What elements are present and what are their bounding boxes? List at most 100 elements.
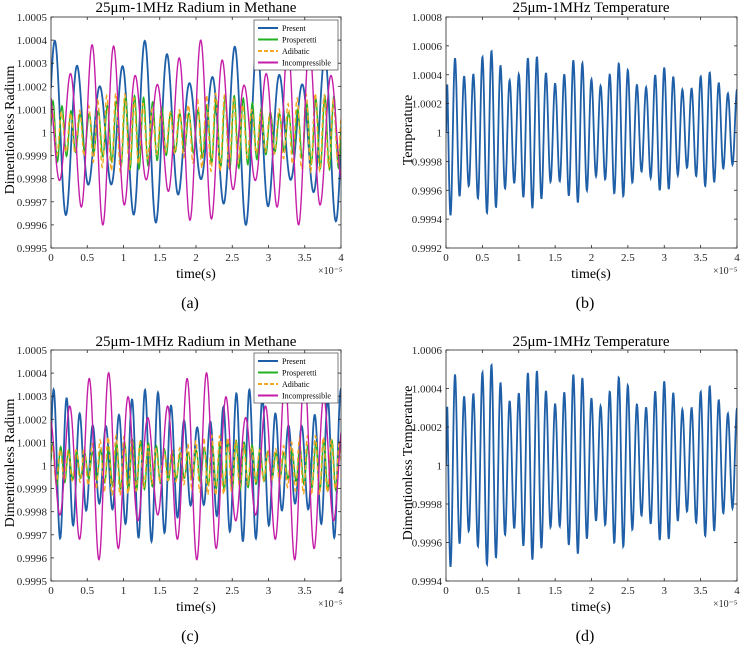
y-tick-label: 0.9997 [17, 197, 48, 209]
y-tick-label: 1.0004 [17, 368, 48, 380]
x-tick-label: 3 [266, 252, 272, 264]
x-tick-label: 3.5 [298, 585, 312, 597]
x-tick-label: 1.5 [153, 585, 167, 597]
x-tick-label: 0 [443, 252, 449, 264]
x-tick-label: 1 [516, 252, 522, 264]
x-tick-label: 3 [662, 585, 668, 597]
y-tick-label: 1 [42, 461, 48, 473]
x-tick-label: 4 [338, 585, 344, 597]
y-tick-label: 1.0008 [412, 12, 443, 24]
x-exponent-label: ×10⁻⁵ [318, 266, 342, 277]
x-tick-label: 2 [193, 585, 199, 597]
legend-entry: Incompressible [282, 59, 331, 68]
x-tick-label: 1.5 [548, 252, 562, 264]
x-tick-label: 0 [48, 585, 54, 597]
x-tick-label: 2.5 [225, 252, 239, 264]
y-tick-label: 1.0003 [17, 58, 48, 70]
y-tick-label: 0.9995 [17, 243, 48, 255]
x-tick-label: 2.5 [225, 585, 239, 597]
y-tick-label: 1.0005 [17, 345, 48, 357]
series-line-incompressible [51, 39, 341, 226]
x-tick-label: 0 [443, 585, 449, 597]
panel-a: 25μm-1MHz Radium in Methane time(s) Dime… [3, 0, 344, 312]
panel-label: (d) [576, 628, 595, 645]
x-tick-label: 3.5 [694, 585, 708, 597]
series-line-present [51, 39, 341, 227]
panel-c: 25μm-1MHz Radium in Methane time(s) Dime… [3, 334, 344, 645]
y-tick-label: 1.0003 [17, 391, 48, 403]
panel-label: (c) [181, 628, 199, 645]
y-tick-label: 1.0005 [17, 12, 48, 24]
x-tick-label: 3.5 [694, 252, 708, 264]
x-tick-label: 1.5 [548, 585, 562, 597]
x-tick-label: 2 [589, 252, 595, 264]
y-tick-label: 0.9996 [17, 220, 48, 232]
y-axis-label: Dimentionless Radium [3, 399, 18, 528]
legend: Present Prosperetti Adibatic Incompressible [253, 352, 339, 404]
y-tick-label: 1.0006 [412, 345, 443, 357]
y-tick-label: 1.0004 [17, 35, 48, 47]
x-axis-label: time(s) [176, 267, 216, 282]
y-tick-label: 1.0006 [412, 41, 443, 53]
y-axis-label: Dimentionless Temperature [401, 386, 416, 541]
series-line-temperature [446, 362, 737, 568]
x-tick-label: 2.5 [621, 252, 635, 264]
y-tick-label: 1 [437, 461, 443, 473]
x-tick-label: 0.5 [476, 252, 490, 264]
x-tick-label: 3 [266, 585, 272, 597]
x-tick-label: 2.5 [621, 585, 635, 597]
x-tick-label: 1 [516, 585, 522, 597]
panel-d: 25μm-1MHz Temperature time(s) Dimentionl… [401, 334, 740, 645]
y-tick-label: 0.9998 [412, 499, 443, 511]
series-line-temperature [446, 49, 737, 216]
plot-title: 25μm-1MHz Temperature [512, 334, 669, 350]
x-exponent-label: ×10⁻⁵ [713, 266, 737, 277]
y-tick-label: 0.9995 [17, 576, 48, 588]
x-tick-label: 2 [589, 585, 595, 597]
x-tick-label: 1 [121, 585, 127, 597]
y-tick-label: 1.0004 [412, 70, 443, 82]
x-tick-label: 1.5 [153, 252, 167, 264]
y-tick-label: 1.0004 [412, 384, 443, 396]
plot-title: 25μm-1MHz Radium in Methane [96, 0, 297, 16]
x-tick-label: 4 [338, 252, 344, 264]
y-tick-label: 1.0002 [412, 422, 442, 434]
y-tick-label: 0.9992 [412, 243, 442, 255]
y-tick-label: 0.9999 [17, 151, 48, 163]
panel-label: (a) [181, 295, 199, 312]
plot-title: 25μm-1MHz Radium in Methane [96, 334, 297, 350]
y-tick-label: 0.9998 [17, 174, 48, 186]
y-tick-label: 1.0002 [17, 414, 47, 426]
x-tick-label: 2 [193, 252, 199, 264]
x-tick-label: 3.5 [298, 252, 312, 264]
x-tick-label: 0.5 [80, 252, 94, 264]
legend-entry: Prosperetti [282, 36, 317, 45]
y-tick-label: 1 [42, 128, 48, 140]
x-exponent-label: ×10⁻⁵ [713, 599, 737, 610]
legend-entry: Present [282, 357, 306, 366]
x-axis-label: time(s) [571, 267, 611, 282]
y-axis-label: Temperature [401, 95, 416, 166]
y-tick-label: 0.9994 [412, 576, 443, 588]
x-tick-label: 0.5 [476, 585, 490, 597]
legend-entry: Present [282, 24, 306, 33]
y-tick-label: 1 [437, 128, 443, 140]
x-tick-label: 1 [121, 252, 127, 264]
y-tick-label: 0.9998 [17, 507, 48, 519]
series-line-incompressible [51, 371, 341, 561]
x-tick-label: 4 [734, 252, 740, 264]
y-tick-label: 1.0001 [17, 437, 47, 449]
y-tick-label: 0.9998 [412, 156, 443, 168]
y-tick-label: 0.9996 [412, 185, 443, 197]
x-axis-label: time(s) [571, 600, 611, 615]
y-tick-label: 0.9994 [412, 214, 443, 226]
series-line-present [51, 387, 341, 545]
x-axis-label: time(s) [176, 600, 216, 615]
y-tick-label: 0.9996 [17, 553, 48, 565]
y-tick-label: 1.0002 [17, 81, 47, 93]
y-tick-label: 0.9996 [412, 538, 443, 550]
x-tick-label: 0.5 [80, 585, 94, 597]
panel-label: (b) [576, 295, 595, 312]
panel-b: 25μm-1MHz Temperature time(s) Temperatur… [401, 0, 740, 312]
